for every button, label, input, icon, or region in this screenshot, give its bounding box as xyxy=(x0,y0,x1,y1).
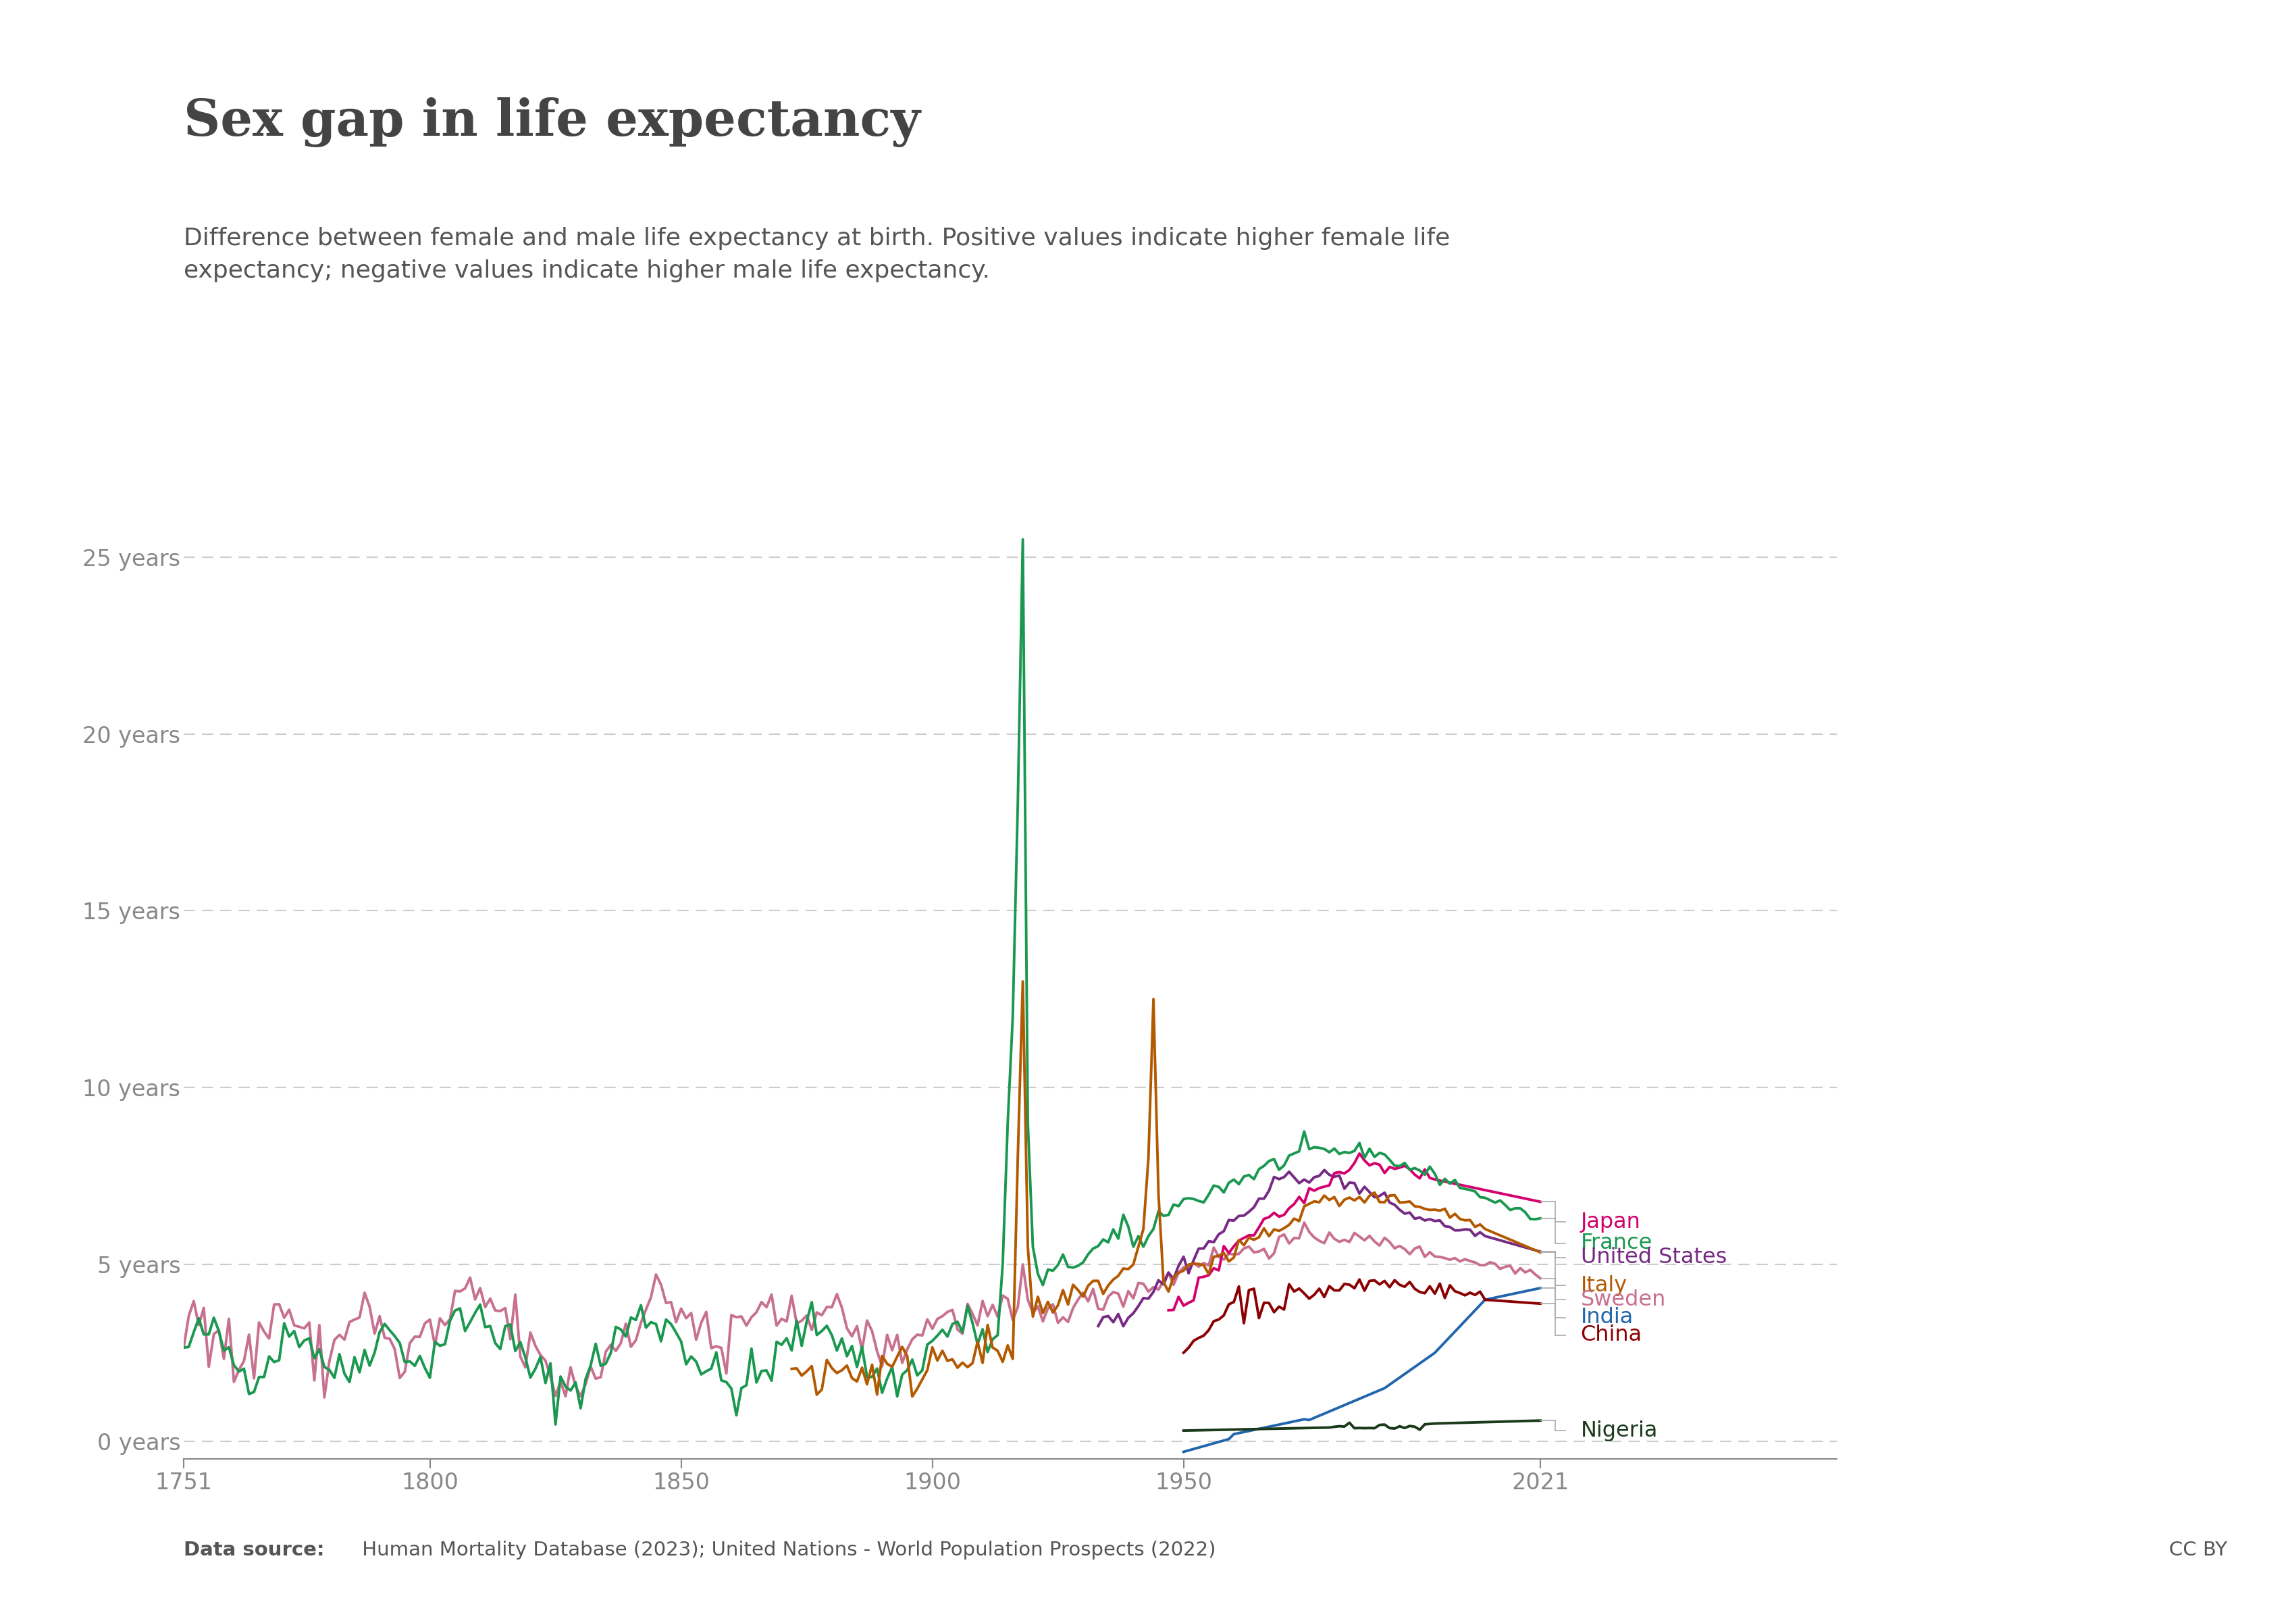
Text: India: India xyxy=(1580,1307,1632,1328)
Text: Nigeria: Nigeria xyxy=(1580,1420,1658,1441)
Text: Sweden: Sweden xyxy=(1580,1289,1667,1310)
Text: Italy: Italy xyxy=(1580,1276,1628,1297)
Text: China: China xyxy=(1580,1324,1642,1345)
Text: Sex gap in life expectancy: Sex gap in life expectancy xyxy=(184,97,921,148)
Text: Human Mortality Database (2023); United Nations - World Population Prospects (20: Human Mortality Database (2023); United … xyxy=(356,1540,1217,1559)
Text: CC BY: CC BY xyxy=(2170,1540,2227,1559)
Text: Japan: Japan xyxy=(1580,1211,1642,1232)
Text: Data source:: Data source: xyxy=(184,1540,324,1559)
Text: United States: United States xyxy=(1580,1247,1727,1268)
Text: France: France xyxy=(1580,1232,1653,1253)
Text: Difference between female and male life expectancy at birth. Positive values ind: Difference between female and male life … xyxy=(184,227,1451,282)
Text: Our World
in Data: Our World in Data xyxy=(2032,89,2158,139)
